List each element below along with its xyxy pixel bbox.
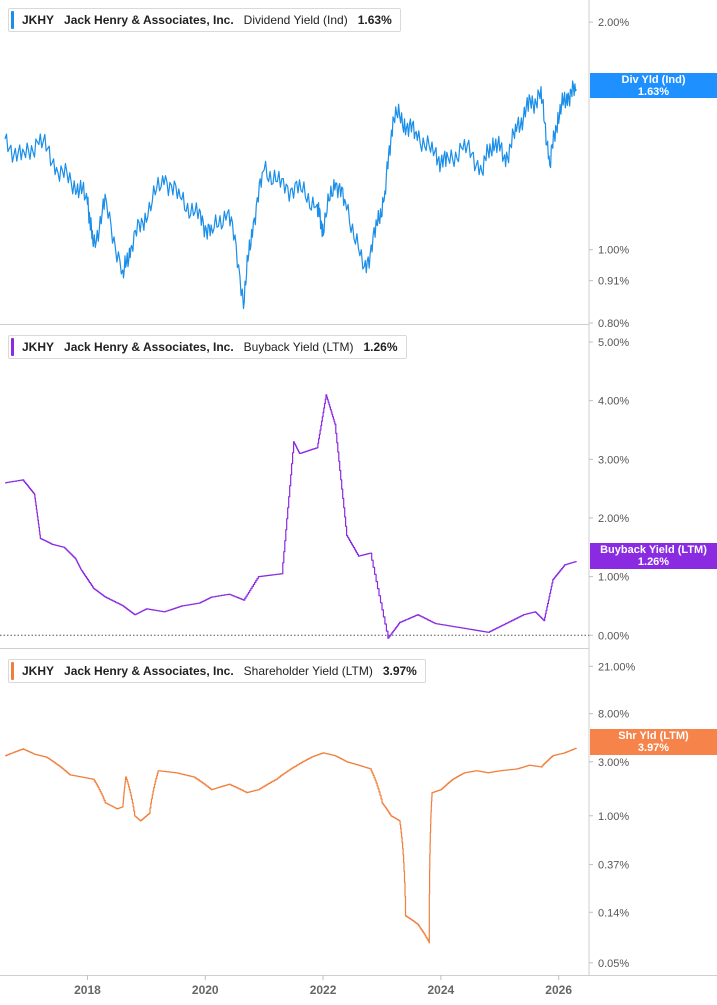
y-tick-label: 1.00% bbox=[598, 572, 629, 584]
y-tick-label: 3.00% bbox=[598, 454, 629, 466]
last-value-tag-shareholder: Shr Yld (LTM) 3.97% bbox=[590, 729, 717, 755]
legend-ticker: JKHY bbox=[22, 13, 55, 27]
y-tick-label: 0.37% bbox=[598, 860, 629, 872]
series-line-2 bbox=[5, 747, 577, 944]
tag-value: 1.63% bbox=[637, 86, 670, 98]
legend-color-swatch bbox=[11, 11, 14, 29]
legend-ticker: JKHY bbox=[22, 664, 55, 678]
legend-value: 1.26% bbox=[363, 340, 398, 354]
legend-shareholder-yield[interactable]: JKHY Jack Henry & Associates, Inc. Share… bbox=[8, 659, 426, 683]
legend-buyback-yield[interactable]: JKHY Jack Henry & Associates, Inc. Buyba… bbox=[8, 335, 407, 359]
legend-color-swatch bbox=[11, 338, 14, 356]
legend-value: 3.97% bbox=[382, 664, 417, 678]
x-tick-label: 2022 bbox=[310, 983, 337, 997]
legend-color-swatch bbox=[11, 662, 14, 680]
legend-ticker: JKHY bbox=[22, 340, 55, 354]
legend-company: Jack Henry & Associates, Inc. bbox=[64, 13, 234, 27]
y-tick-label: 0.14% bbox=[598, 907, 629, 919]
series-line-1 bbox=[5, 394, 577, 639]
y-tick-label: 2.00% bbox=[598, 513, 629, 525]
y-tick-label: 2.00% bbox=[598, 17, 629, 29]
tag-label: Shr Yld (LTM) bbox=[618, 730, 689, 742]
grid-layer bbox=[0, 0, 717, 976]
axis-layer: 2.00% 1.00% 0.91% 0.80% 5.00% 4.00% 3.00% 2.00%… bbox=[74, 17, 635, 997]
x-tick-label: 2018 bbox=[74, 983, 101, 997]
legend-value: 1.63% bbox=[357, 13, 392, 27]
y-tick-label: 21.00% bbox=[598, 661, 636, 673]
x-tick-label: 2020 bbox=[192, 983, 219, 997]
series-line-0 bbox=[4, 80, 577, 310]
y-tick-label: 1.00% bbox=[598, 245, 629, 257]
y-tick-label: 0.80% bbox=[598, 318, 629, 330]
last-value-tag-buyback: Buyback Yield (LTM) 1.26% bbox=[590, 543, 717, 569]
last-value-tag-dividend: Div Yld (Ind) 1.63% bbox=[590, 73, 717, 98]
y-tick-label: 8.00% bbox=[598, 709, 629, 721]
x-tick-label: 2024 bbox=[428, 983, 455, 997]
tag-value: 3.97% bbox=[637, 742, 670, 754]
y-tick-label: 0.00% bbox=[598, 630, 629, 642]
legend-company: Jack Henry & Associates, Inc. bbox=[64, 664, 234, 678]
legend-dividend-yield[interactable]: JKHY Jack Henry & Associates, Inc. Divid… bbox=[8, 8, 401, 32]
legend-metric: Buyback Yield (LTM) bbox=[243, 340, 354, 354]
y-tick-label: 4.00% bbox=[598, 396, 629, 408]
legend-company: Jack Henry & Associates, Inc. bbox=[64, 340, 234, 354]
x-tick-label: 2026 bbox=[545, 983, 572, 997]
y-tick-label: 3.00% bbox=[598, 757, 629, 769]
series-layer bbox=[4, 80, 577, 944]
y-tick-label: 1.00% bbox=[598, 811, 629, 823]
tag-label: Div Yld (Ind) bbox=[621, 74, 686, 86]
legend-metric: Dividend Yield (Ind) bbox=[243, 13, 348, 27]
y-tick-label: 0.91% bbox=[598, 276, 629, 288]
legend-metric: Shareholder Yield (LTM) bbox=[243, 664, 373, 678]
y-tick-label: 0.05% bbox=[598, 958, 629, 970]
tag-value: 1.26% bbox=[637, 556, 670, 568]
tag-label: Buyback Yield (LTM) bbox=[600, 544, 707, 556]
y-tick-label: 5.00% bbox=[598, 337, 629, 349]
